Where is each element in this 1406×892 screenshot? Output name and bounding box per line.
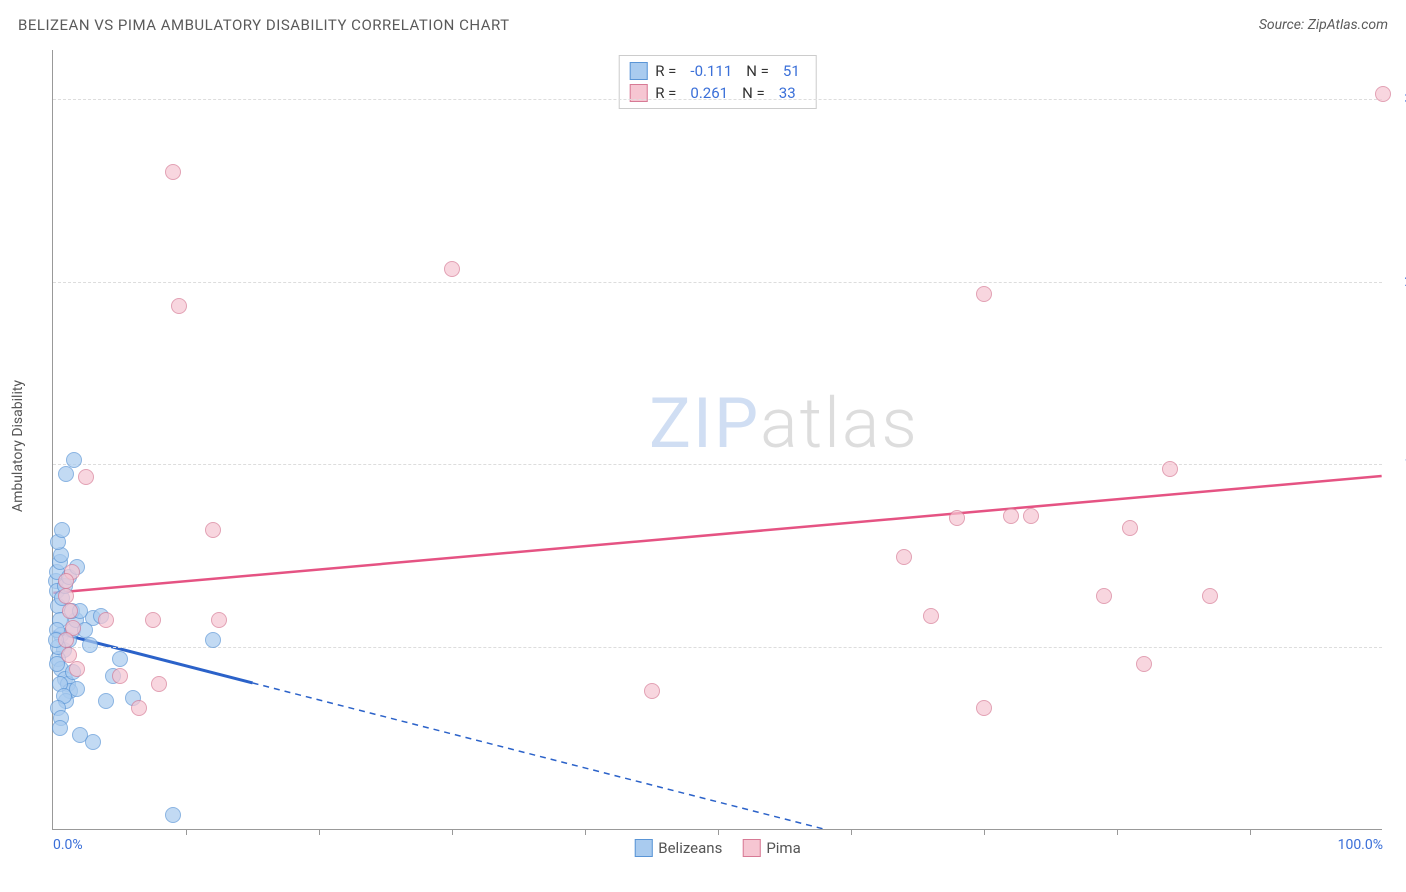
data-point <box>112 651 128 667</box>
legend-row: R =0.261N =33 <box>629 82 806 104</box>
data-point <box>171 298 187 314</box>
legend-swatch <box>634 839 652 857</box>
data-point <box>976 286 992 302</box>
legend-swatch <box>629 62 647 80</box>
data-point <box>1202 588 1218 604</box>
x-tick <box>452 829 453 835</box>
chart-header: BELIZEAN VS PIMA AMBULATORY DISABILITY C… <box>0 0 1406 40</box>
watermark-zip: ZIP <box>649 383 760 465</box>
legend-n-label: N = <box>746 62 769 80</box>
legend-item: Pima <box>742 839 800 857</box>
data-point <box>69 681 85 697</box>
data-point <box>61 647 77 663</box>
x-tick-label: 0.0% <box>53 837 83 853</box>
data-point <box>976 700 992 716</box>
x-tick <box>585 829 586 835</box>
data-point <box>949 510 965 526</box>
x-tick <box>319 829 320 835</box>
data-point <box>644 683 660 699</box>
data-point <box>85 734 101 750</box>
legend-n-value: 51 <box>777 62 806 80</box>
data-point <box>896 549 912 565</box>
data-point <box>444 261 460 277</box>
y-tick-label: 15.0% <box>1387 456 1406 472</box>
y-tick-label: 7.5% <box>1387 639 1406 655</box>
x-tick-label: 100.0% <box>1338 837 1383 853</box>
x-tick <box>1117 829 1118 835</box>
data-point <box>1096 588 1112 604</box>
y-tick-label: 22.5% <box>1387 274 1406 290</box>
trend-lines-layer <box>53 50 1382 829</box>
legend-item: Belizeans <box>634 839 722 857</box>
gridline <box>53 99 1382 100</box>
x-tick <box>851 829 852 835</box>
data-point <box>66 452 82 468</box>
source-name: ZipAtlas.com <box>1308 17 1388 33</box>
data-point <box>1136 656 1152 672</box>
data-point <box>165 164 181 180</box>
x-tick <box>718 829 719 835</box>
data-point <box>205 522 221 538</box>
data-point <box>165 807 181 823</box>
data-point <box>211 612 227 628</box>
data-point <box>131 700 147 716</box>
watermark: ZIPatlas <box>649 383 919 465</box>
data-point <box>58 632 74 648</box>
data-point <box>112 668 128 684</box>
data-point <box>151 676 167 692</box>
data-point <box>923 608 939 624</box>
data-point <box>1375 86 1391 102</box>
gridline <box>53 464 1382 465</box>
data-point <box>1023 508 1039 524</box>
watermark-atlas: atlas <box>760 383 919 465</box>
data-point <box>54 522 70 538</box>
x-tick <box>186 829 187 835</box>
data-point <box>205 632 221 648</box>
data-point <box>98 693 114 709</box>
source-attribution: Source: ZipAtlas.com <box>1259 17 1388 33</box>
legend-r-value: -0.111 <box>684 62 738 80</box>
correlation-legend: R = -0.111 N = 51 R =0.261N =33 <box>618 55 817 109</box>
data-point <box>145 612 161 628</box>
data-point <box>58 588 74 604</box>
scatter-plot-area: ZIPatlas R =-0.111N =51R =0.261N =33 Bel… <box>52 50 1382 830</box>
data-point <box>52 720 68 736</box>
data-point <box>62 603 78 619</box>
data-point <box>1122 520 1138 536</box>
x-tick <box>1250 829 1251 835</box>
data-point <box>1162 461 1178 477</box>
x-tick <box>984 829 985 835</box>
data-point <box>82 637 98 653</box>
legend-r-label: R = <box>655 62 676 80</box>
source-prefix: Source: <box>1259 17 1308 33</box>
data-point <box>58 466 74 482</box>
data-point <box>98 612 114 628</box>
gridline <box>53 647 1382 648</box>
legend-label: Belizeans <box>658 839 722 857</box>
legend-swatch <box>742 839 760 857</box>
data-point <box>1003 508 1019 524</box>
chart-title: BELIZEAN VS PIMA AMBULATORY DISABILITY C… <box>18 16 510 34</box>
trend-line <box>53 476 1381 593</box>
trend-line <box>253 683 824 829</box>
gridline <box>53 282 1382 283</box>
y-axis-title: Ambulatory Disability <box>10 380 26 512</box>
data-point <box>58 573 74 589</box>
data-point <box>69 661 85 677</box>
legend-label: Pima <box>766 839 800 857</box>
legend-row: R = -0.111 N = 51 <box>629 60 806 82</box>
data-point <box>78 469 94 485</box>
series-legend: Belizeans Pima <box>634 839 801 857</box>
